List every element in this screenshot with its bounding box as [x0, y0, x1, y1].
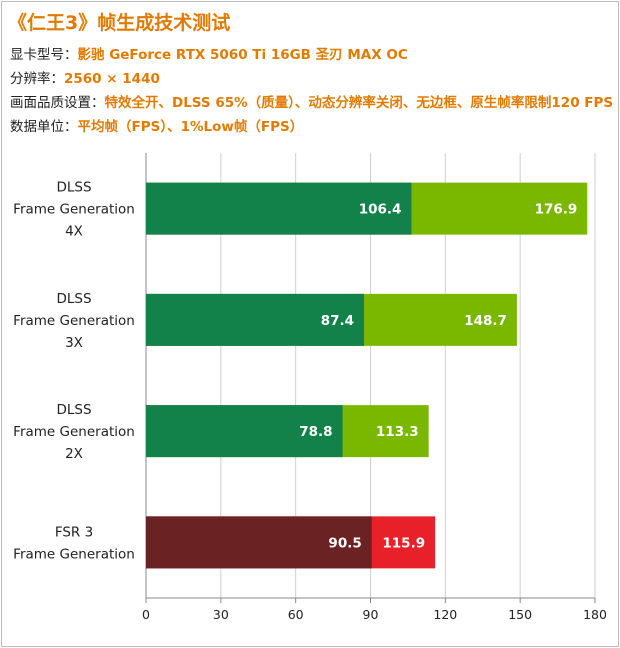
info-row-quality: 画面品质设置：特效全开、DLSS 65%（质量）、动态分辨率关闭、无边框、原生帧… — [10, 91, 613, 111]
x-tick-label: 30 — [213, 607, 229, 622]
x-tick-label: 90 — [363, 607, 379, 622]
bar-low-fps — [146, 293, 365, 346]
category-label: DLSS Frame Generation 2X — [13, 402, 135, 462]
info-key: 数据单位： — [10, 119, 78, 135]
category-label: DLSS Frame Generation 4X — [13, 180, 135, 240]
x-tick-label: 120 — [433, 607, 457, 622]
bar-low-fps — [146, 516, 372, 569]
category-label-line: Frame Generation — [13, 202, 135, 218]
x-tick-label: 0 — [142, 607, 150, 622]
data-label-low: 106.4 — [359, 202, 402, 218]
info-key: 分辨率： — [10, 71, 64, 87]
bar-low-fps — [146, 182, 412, 235]
chart-title: 《仁王3》帧生成技术测试 — [8, 12, 231, 34]
data-label-avg: 148.7 — [464, 313, 507, 329]
category-label-line: 4X — [65, 224, 83, 240]
category-label-line: Frame Generation — [13, 546, 135, 562]
x-tick-label: 180 — [583, 607, 607, 622]
info-key: 画面品质设置： — [10, 95, 105, 111]
data-label-low: 90.5 — [328, 535, 361, 551]
info-value: 特效全开、DLSS 65%（质量）、动态分辨率关闭、无边框、原生帧率限制120 … — [104, 95, 614, 111]
info-value: 2560 × 1440 — [64, 71, 160, 87]
info-key: 显卡型号： — [10, 47, 78, 63]
info-value: 平均帧（FPS）、1%Low帧（FPS） — [77, 119, 304, 135]
x-tick-label: 60 — [288, 607, 304, 622]
bar-low-fps — [146, 405, 343, 458]
x-tick-label: 150 — [508, 607, 532, 622]
info-row-units: 数据单位：平均帧（FPS）、1%Low帧（FPS） — [10, 115, 303, 135]
data-label-avg: 176.9 — [535, 202, 578, 218]
category-label: DLSS Frame Generation 3X — [13, 291, 135, 351]
category-label-line: DLSS — [56, 291, 91, 307]
data-label-low: 78.8 — [299, 424, 332, 440]
category-label-line: FSR 3 — [55, 524, 93, 540]
category-label: FSR 3 Frame Generation — [13, 524, 135, 562]
info-row-gpu: 显卡型号：影驰 GeForce RTX 5060 Ti 16GB 圣刃 MAX … — [10, 43, 408, 63]
category-label-line: Frame Generation — [13, 424, 135, 440]
data-label-avg: 113.3 — [376, 424, 419, 440]
category-label-line: DLSS — [56, 180, 91, 196]
data-label-avg: 115.9 — [382, 535, 425, 551]
category-label-line: 3X — [65, 335, 83, 351]
data-label-low: 87.4 — [321, 313, 354, 329]
category-label-line: Frame Generation — [13, 313, 135, 329]
info-value: 影驰 GeForce RTX 5060 Ti 16GB 圣刃 MAX OC — [77, 47, 408, 63]
category-label-line: 2X — [65, 446, 83, 462]
info-row-resolution: 分辨率：2560 × 1440 — [10, 67, 160, 87]
category-label-line: DLSS — [56, 402, 91, 418]
